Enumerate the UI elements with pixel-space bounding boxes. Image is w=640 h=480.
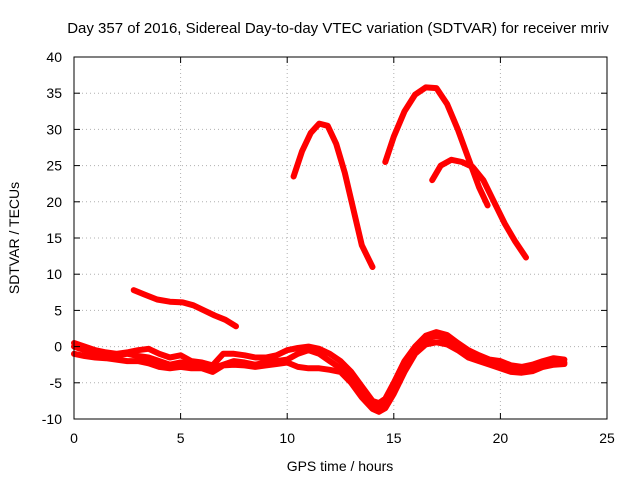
- y-tick-label: 5: [54, 302, 62, 318]
- x-tick-label: 10: [279, 430, 295, 446]
- chart-title: Day 357 of 2016, Sidereal Day-to-day VTE…: [67, 20, 609, 37]
- y-tick-label: 20: [46, 194, 62, 210]
- y-tick-label: 10: [46, 266, 62, 282]
- series-line-arc-f: [71, 339, 568, 415]
- y-tick-label: 15: [46, 230, 62, 246]
- series-line-arc-a: [290, 120, 376, 270]
- y-tick-label: -5: [50, 375, 63, 391]
- axis-ticks: [73, 56, 608, 420]
- x-tick-label: 0: [70, 430, 78, 446]
- series-line-arc-d: [130, 287, 239, 330]
- x-tick-label: 20: [493, 430, 509, 446]
- y-tick-label: -10: [42, 411, 62, 427]
- y-tick-label: 25: [46, 158, 62, 174]
- series-line-arc-b: [382, 84, 491, 209]
- y-tick-label: 35: [46, 85, 62, 101]
- y-tick-label: 0: [54, 339, 62, 355]
- x-tick-label: 25: [599, 430, 615, 446]
- series-line-arc-g: [71, 329, 568, 407]
- y-tick-label: 30: [46, 121, 62, 137]
- x-tick-label: 15: [386, 430, 402, 446]
- y-tick-label: 40: [46, 49, 62, 65]
- x-axis-label: GPS time / hours: [287, 458, 394, 474]
- series-line-arc-c: [429, 156, 529, 261]
- grid: [74, 57, 607, 419]
- y-axis-label: SDTVAR / TECUs: [6, 182, 22, 294]
- data-series: [71, 84, 568, 415]
- x-tick-label: 5: [177, 430, 185, 446]
